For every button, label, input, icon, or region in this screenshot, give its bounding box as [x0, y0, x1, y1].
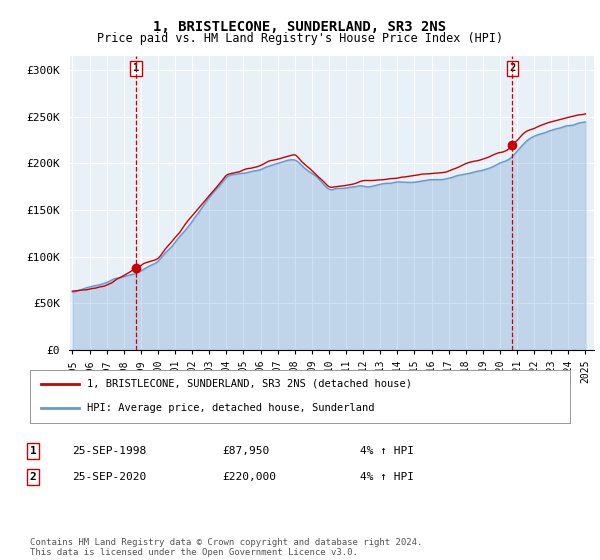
Text: 25-SEP-1998: 25-SEP-1998 [72, 446, 146, 456]
Text: 1: 1 [29, 446, 37, 456]
Text: 2: 2 [29, 472, 37, 482]
Text: Price paid vs. HM Land Registry's House Price Index (HPI): Price paid vs. HM Land Registry's House … [97, 32, 503, 45]
Text: 4% ↑ HPI: 4% ↑ HPI [360, 472, 414, 482]
Text: 2: 2 [509, 63, 515, 73]
Text: HPI: Average price, detached house, Sunderland: HPI: Average price, detached house, Sund… [86, 403, 374, 413]
Text: £220,000: £220,000 [222, 472, 276, 482]
Text: Contains HM Land Registry data © Crown copyright and database right 2024.
This d: Contains HM Land Registry data © Crown c… [30, 538, 422, 557]
Text: 1, BRISTLECONE, SUNDERLAND, SR3 2NS (detached house): 1, BRISTLECONE, SUNDERLAND, SR3 2NS (det… [86, 379, 412, 389]
Text: 1: 1 [133, 63, 139, 73]
Text: 1, BRISTLECONE, SUNDERLAND, SR3 2NS: 1, BRISTLECONE, SUNDERLAND, SR3 2NS [154, 20, 446, 34]
Text: 25-SEP-2020: 25-SEP-2020 [72, 472, 146, 482]
Text: £87,950: £87,950 [222, 446, 269, 456]
Text: 4% ↑ HPI: 4% ↑ HPI [360, 446, 414, 456]
